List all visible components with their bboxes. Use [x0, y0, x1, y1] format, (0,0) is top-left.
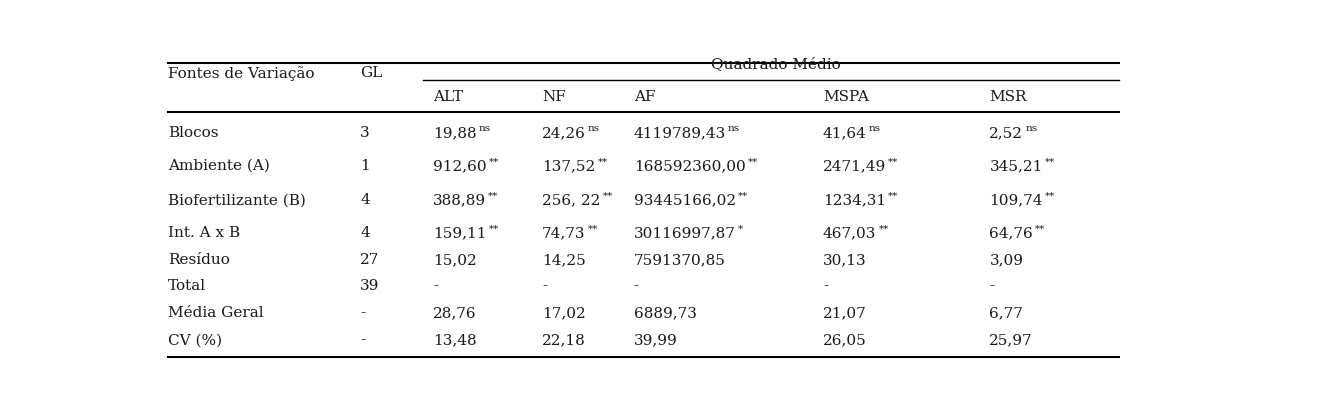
- Text: 4: 4: [360, 193, 370, 208]
- Text: 388,89: 388,89: [433, 193, 486, 208]
- Text: **: **: [488, 192, 498, 201]
- Text: 159,11: 159,11: [433, 226, 486, 240]
- Text: Ambiente (A): Ambiente (A): [168, 159, 270, 173]
- Text: 256, 22: 256, 22: [542, 193, 600, 208]
- Text: 30,13: 30,13: [823, 253, 867, 267]
- Text: 21,07: 21,07: [823, 306, 867, 320]
- Text: Total: Total: [168, 279, 205, 293]
- Text: 3,09: 3,09: [989, 253, 1024, 267]
- Text: 22,18: 22,18: [542, 333, 586, 347]
- Text: Fontes de Variação: Fontes de Variação: [168, 66, 314, 81]
- Text: **: **: [488, 157, 499, 166]
- Text: 39,99: 39,99: [633, 333, 678, 347]
- Text: 6889,73: 6889,73: [633, 306, 696, 320]
- Text: ns: ns: [479, 124, 491, 133]
- Text: 168592360,00: 168592360,00: [633, 159, 745, 173]
- Text: -: -: [360, 333, 365, 347]
- Text: *: *: [738, 225, 742, 234]
- Text: GL: GL: [360, 66, 382, 80]
- Text: 13,48: 13,48: [433, 333, 476, 347]
- Text: 7591370,85: 7591370,85: [633, 253, 726, 267]
- Text: ns: ns: [1025, 124, 1037, 133]
- Text: **: **: [1045, 157, 1055, 166]
- Text: -: -: [823, 279, 828, 293]
- Text: 24,26: 24,26: [542, 126, 586, 140]
- Text: 467,03: 467,03: [823, 226, 876, 240]
- Text: 345,21: 345,21: [989, 159, 1043, 173]
- Text: NF: NF: [542, 90, 566, 104]
- Text: **: **: [879, 225, 888, 234]
- Text: AF: AF: [633, 90, 655, 104]
- Text: **: **: [588, 225, 599, 234]
- Text: ns: ns: [588, 124, 600, 133]
- Text: -: -: [542, 279, 548, 293]
- Text: 14,25: 14,25: [542, 253, 586, 267]
- Text: Biofertilizante (B): Biofertilizante (B): [168, 193, 306, 208]
- Text: **: **: [738, 192, 747, 201]
- Text: 1: 1: [360, 159, 370, 173]
- Text: 74,73: 74,73: [542, 226, 585, 240]
- Text: CV (%): CV (%): [168, 333, 221, 347]
- Text: **: **: [1035, 225, 1045, 234]
- Text: Quadrado Médio: Quadrado Médio: [711, 57, 841, 71]
- Text: ns: ns: [727, 124, 741, 133]
- Text: -: -: [360, 306, 365, 320]
- Text: -: -: [633, 279, 639, 293]
- Text: **: **: [888, 192, 898, 201]
- Text: 25,97: 25,97: [989, 333, 1033, 347]
- Text: MSPA: MSPA: [823, 90, 868, 104]
- Text: 109,74: 109,74: [989, 193, 1043, 208]
- Text: 2471,49: 2471,49: [823, 159, 886, 173]
- Text: 4119789,43: 4119789,43: [633, 126, 726, 140]
- Text: **: **: [597, 157, 608, 166]
- Text: 27: 27: [360, 253, 380, 267]
- Text: 17,02: 17,02: [542, 306, 586, 320]
- Text: Blocos: Blocos: [168, 126, 219, 140]
- Text: -: -: [433, 279, 437, 293]
- Text: 2,52: 2,52: [989, 126, 1024, 140]
- Text: 3: 3: [360, 126, 370, 140]
- Text: ns: ns: [868, 124, 882, 133]
- Text: -: -: [989, 279, 994, 293]
- Text: 137,52: 137,52: [542, 159, 596, 173]
- Text: 19,88: 19,88: [433, 126, 476, 140]
- Text: 26,05: 26,05: [823, 333, 867, 347]
- Text: 41,64: 41,64: [823, 126, 867, 140]
- Text: 93445166,02: 93445166,02: [633, 193, 735, 208]
- Text: 64,76: 64,76: [989, 226, 1033, 240]
- Text: ALT: ALT: [433, 90, 463, 104]
- Text: 15,02: 15,02: [433, 253, 476, 267]
- Text: Int. A x B: Int. A x B: [168, 226, 240, 240]
- Text: 6,77: 6,77: [989, 306, 1023, 320]
- Text: MSR: MSR: [989, 90, 1027, 104]
- Text: 39: 39: [360, 279, 380, 293]
- Text: 30116997,87: 30116997,87: [633, 226, 735, 240]
- Text: **: **: [603, 192, 613, 201]
- Text: Média Geral: Média Geral: [168, 306, 263, 320]
- Text: 912,60: 912,60: [433, 159, 487, 173]
- Text: **: **: [1045, 192, 1055, 201]
- Text: **: **: [488, 225, 499, 234]
- Text: **: **: [888, 157, 899, 166]
- Text: 4: 4: [360, 226, 370, 240]
- Text: **: **: [747, 157, 758, 166]
- Text: 1234,31: 1234,31: [823, 193, 886, 208]
- Text: Resíduo: Resíduo: [168, 253, 229, 267]
- Text: 28,76: 28,76: [433, 306, 476, 320]
